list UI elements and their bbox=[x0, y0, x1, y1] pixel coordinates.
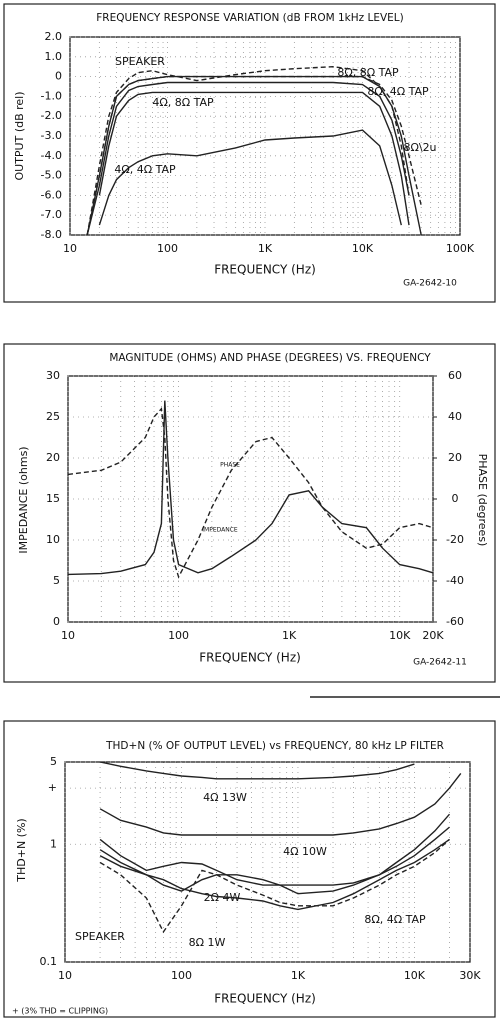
footnote: + (3% THD = CLIPPING) bbox=[12, 1007, 108, 1016]
x-tick-label: 100 bbox=[157, 242, 178, 255]
y2-tick-label: -20 bbox=[446, 533, 464, 546]
x-tick-label: 1K bbox=[282, 629, 297, 642]
x-tick-label: 10 bbox=[63, 242, 77, 255]
x-axis-label: FREQUENCY (Hz) bbox=[214, 263, 316, 277]
chart-title: THD+N (% OF OUTPUT LEVEL) vs FREQUENCY, … bbox=[105, 740, 444, 752]
series-line bbox=[98, 91, 410, 226]
x-tick-label: 30K bbox=[459, 969, 481, 982]
y-tick-label: 25 bbox=[46, 410, 60, 423]
y-tick-label: + bbox=[48, 781, 57, 794]
series-line bbox=[99, 826, 450, 886]
y-tick-label: 20 bbox=[46, 451, 60, 464]
series-label: 8Ω, 4Ω TAP bbox=[367, 85, 429, 98]
y-tick-label: 0 bbox=[53, 615, 60, 628]
chart-title: MAGNITUDE (OHMS) AND PHASE (DEGREES) VS.… bbox=[109, 352, 431, 364]
series-line bbox=[67, 400, 434, 576]
series-line bbox=[99, 838, 450, 934]
x-tick-label: 10K bbox=[404, 969, 426, 982]
y-tick-label: 30 bbox=[46, 369, 60, 382]
x-tick-label: 100 bbox=[171, 969, 192, 982]
series-label: 4Ω, 8Ω TAP bbox=[152, 96, 214, 109]
y-tick-label: 5 bbox=[53, 574, 60, 587]
x-tick-label: 10K bbox=[352, 242, 374, 255]
x-tick-label: 20K bbox=[422, 629, 444, 642]
y-tick-label: -2.0 bbox=[41, 109, 62, 122]
y-tick-label: 1.0 bbox=[45, 50, 63, 63]
y-axis-label: OUTPUT (dB rel) bbox=[13, 91, 26, 180]
x-axis-label: FREQUENCY (Hz) bbox=[214, 992, 316, 1006]
series-label: PHASE bbox=[220, 462, 240, 469]
series-label: SPEAKER bbox=[75, 930, 125, 943]
y-tick-label: -4.0 bbox=[41, 149, 62, 162]
series-line bbox=[86, 75, 422, 236]
y-axis-label: THD+N (%) bbox=[15, 818, 28, 882]
figure-code: GA-2642-10 bbox=[403, 279, 457, 289]
y-tick-label: 15 bbox=[46, 492, 60, 505]
series-line bbox=[86, 81, 410, 236]
series-label: 8Ω, 4Ω TAP bbox=[364, 913, 426, 926]
y-tick-label: -7.0 bbox=[41, 208, 62, 221]
series-label: 4Ω 10W bbox=[283, 845, 327, 858]
y-tick-label: -3.0 bbox=[41, 129, 62, 142]
y-tick-label: 10 bbox=[46, 533, 60, 546]
figure-code: GA-2642-11 bbox=[413, 658, 467, 668]
x-tick-label: 10 bbox=[61, 629, 75, 642]
series-line bbox=[99, 838, 450, 911]
y-tick-label: 0.1 bbox=[40, 955, 58, 968]
x-tick-label: 100K bbox=[446, 242, 475, 255]
y2-axis-label: PHASE (degrees) bbox=[476, 454, 489, 547]
series-line bbox=[86, 75, 422, 236]
x-tick-label: 100 bbox=[168, 629, 189, 642]
x-axis-label: FREQUENCY (Hz) bbox=[199, 651, 301, 665]
series-line bbox=[99, 813, 451, 895]
series-label: 4Ω 13W bbox=[203, 791, 247, 804]
series-line bbox=[98, 129, 402, 226]
x-tick-label: 1K bbox=[258, 242, 273, 255]
series-label: IMPEDANCE bbox=[202, 527, 238, 534]
x-tick-label: 10K bbox=[389, 629, 411, 642]
panel-frame bbox=[3, 3, 496, 303]
series-line bbox=[99, 772, 462, 836]
y2-tick-label: 40 bbox=[448, 410, 462, 423]
series-line bbox=[67, 407, 434, 579]
y-axis-label: IMPEDANCE (ohms) bbox=[17, 446, 30, 553]
y2-tick-label: 0 bbox=[452, 492, 459, 505]
panel-frame bbox=[3, 343, 496, 683]
y-tick-label: 5 bbox=[50, 755, 57, 768]
series-label: 8Ω\2u bbox=[403, 141, 436, 154]
chart-title: FREQUENCY RESPONSE VARIATION (dB FROM 1k… bbox=[96, 12, 403, 24]
x-tick-label: 1K bbox=[291, 969, 306, 982]
panel-frame bbox=[3, 720, 496, 1018]
series-line bbox=[99, 761, 415, 780]
series-label: 4Ω, 4Ω TAP bbox=[114, 163, 176, 176]
y-tick-label: 2.0 bbox=[45, 30, 63, 43]
y2-tick-label: -40 bbox=[446, 574, 464, 587]
y2-tick-label: -60 bbox=[446, 615, 464, 628]
series-label: 8Ω 1W bbox=[189, 936, 226, 949]
y2-tick-label: 60 bbox=[448, 369, 462, 382]
y-tick-label: -6.0 bbox=[41, 188, 62, 201]
y-tick-label: -1.0 bbox=[41, 89, 62, 102]
y-tick-label: 0 bbox=[55, 70, 62, 83]
x-tick-label: 10 bbox=[58, 969, 72, 982]
y2-tick-label: 20 bbox=[448, 451, 462, 464]
y-tick-label: -5.0 bbox=[41, 169, 62, 182]
series-label: SPEAKER bbox=[115, 55, 165, 68]
y-tick-label: -8.0 bbox=[41, 228, 62, 241]
y-tick-label: 1 bbox=[50, 837, 57, 850]
